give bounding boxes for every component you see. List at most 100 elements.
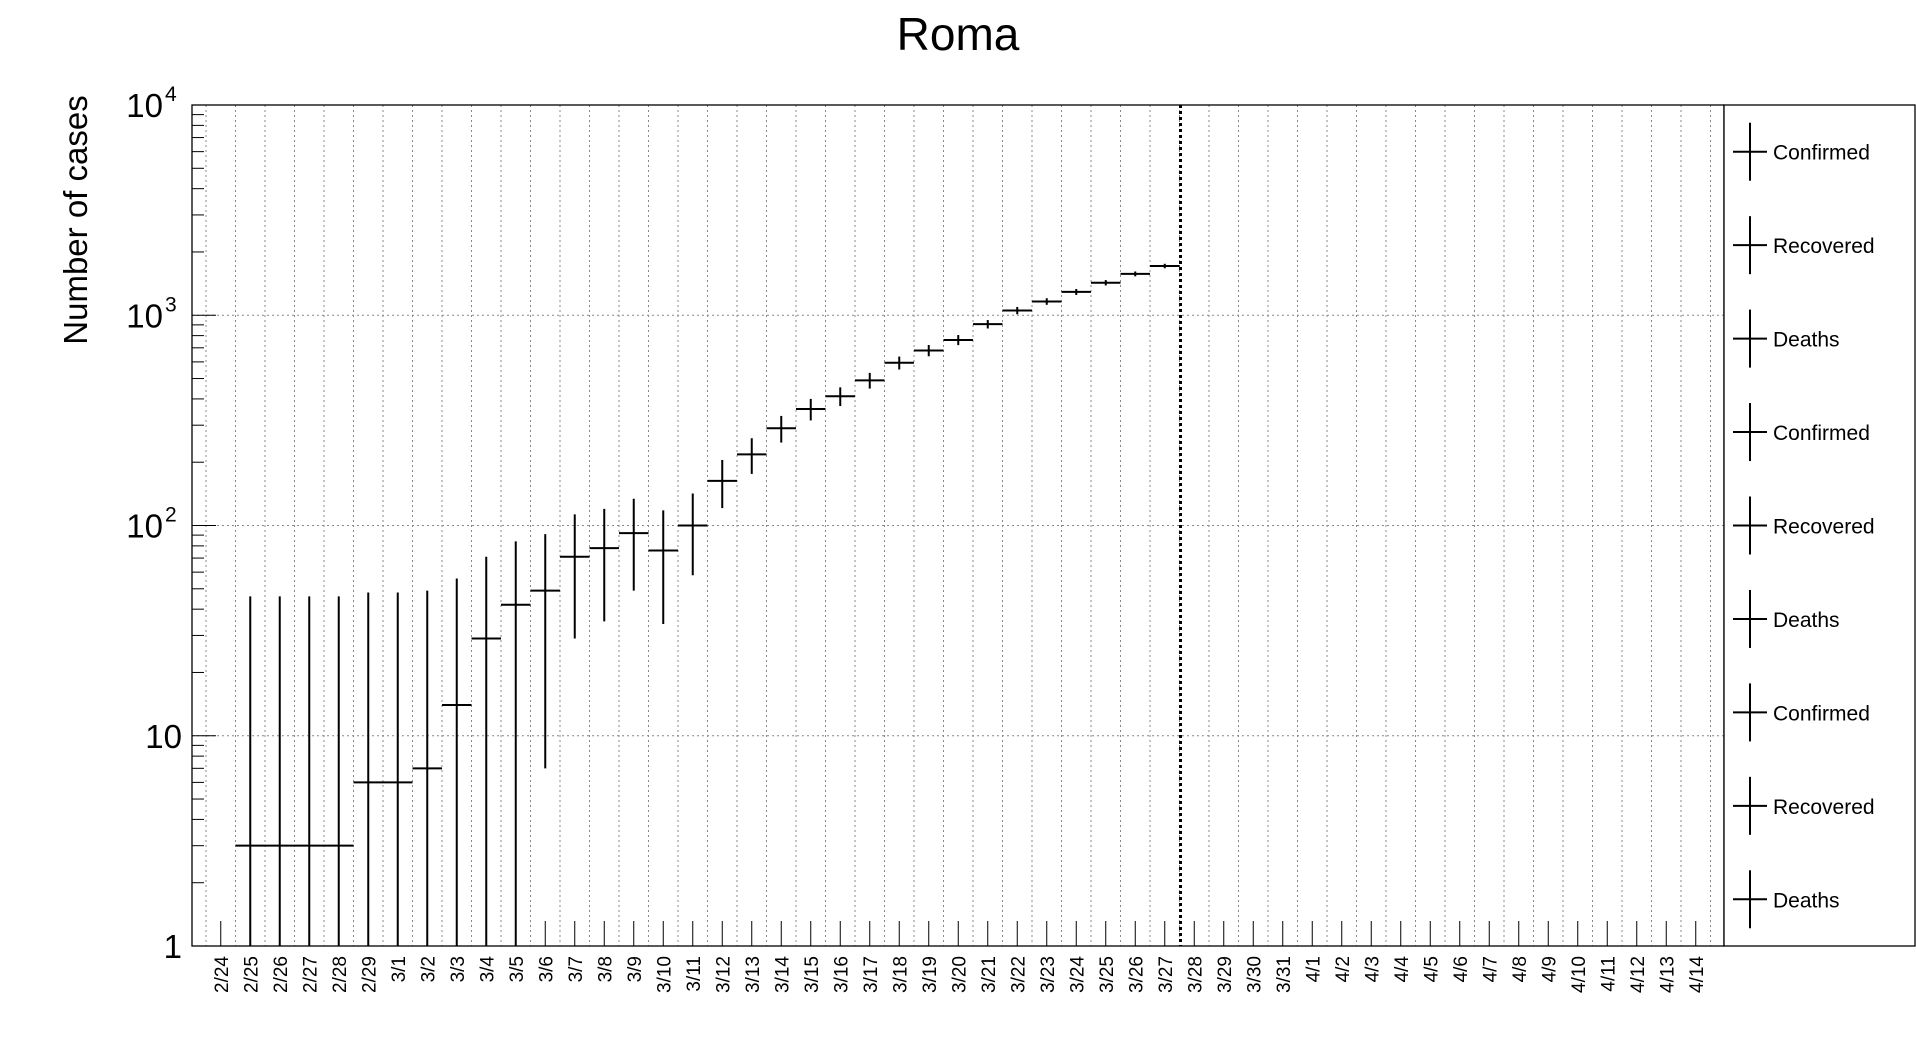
x-tick-label: 3/25 — [1097, 956, 1118, 993]
y-axis-label: Number of cases — [57, 95, 94, 344]
data-point — [383, 592, 413, 946]
y-tick-exponent: 2 — [165, 504, 177, 527]
data-point — [619, 498, 649, 591]
x-tick-label: 3/19 — [920, 956, 941, 993]
data-point — [294, 596, 324, 946]
x-tick-label: 4/12 — [1628, 956, 1649, 993]
data-point — [471, 556, 501, 946]
x-tick-label: 4/5 — [1421, 956, 1442, 982]
legend-entry: Recovered — [1733, 776, 1875, 835]
x-tick-label: 3/11 — [684, 956, 705, 992]
x-tick-label: 3/23 — [1038, 956, 1059, 993]
data-point — [648, 510, 678, 625]
x-tick-label: 3/27 — [1156, 956, 1177, 993]
data-point — [589, 508, 619, 622]
x-tick-label: 4/8 — [1510, 956, 1531, 982]
x-tick-label: 4/1 — [1303, 956, 1324, 982]
x-tick-label: 3/24 — [1067, 956, 1088, 993]
x-tick-label: 3/17 — [861, 956, 882, 993]
data-point — [353, 592, 383, 946]
confirmed-series — [235, 263, 1180, 946]
y-tick-exponent: 3 — [165, 293, 177, 316]
x-tick-label: 4/3 — [1362, 956, 1383, 982]
plot-grid — [192, 104, 1724, 947]
x-tick-label: 3/14 — [772, 956, 793, 993]
x-tick-label: 4/2 — [1333, 956, 1354, 982]
legend-label: Deaths — [1773, 609, 1840, 632]
data-point — [1120, 271, 1150, 277]
chart-title: Roma — [897, 8, 1020, 60]
data-point — [707, 459, 737, 509]
x-tick-label: 3/5 — [507, 956, 528, 982]
x-tick-label: 3/1 — [389, 956, 410, 982]
x-tick-label: 2/28 — [330, 956, 351, 993]
legend-label: Confirmed — [1773, 422, 1870, 445]
data-point — [973, 320, 1003, 329]
x-tick-label: 3/2 — [418, 956, 439, 982]
legend-label: Confirmed — [1773, 702, 1870, 725]
x-tick-label: 3/4 — [477, 956, 498, 983]
x-tick-label: 3/3 — [448, 956, 469, 982]
legend-entry: Deaths — [1733, 870, 1840, 929]
data-point — [560, 514, 590, 639]
x-tick-label: 3/9 — [625, 956, 646, 982]
x-tick-label: 4/7 — [1480, 956, 1501, 982]
x-tick-label: 3/28 — [1185, 956, 1206, 993]
data-point — [1150, 263, 1180, 269]
y-tick-label: 10 — [126, 297, 163, 334]
y-tick-label: 10 — [126, 87, 163, 124]
x-axis: 2/24 2/25 2/26 2/27 2/28 2/29 3/1 3/2 3/3 3/4 3/5 3… — [212, 921, 1708, 993]
data-point — [501, 541, 531, 946]
x-tick-label: 3/8 — [595, 956, 616, 982]
legend-label: Recovered — [1773, 235, 1875, 258]
data-point — [884, 356, 914, 370]
x-tick-label: 2/29 — [359, 956, 380, 993]
data-point — [442, 578, 472, 946]
x-tick-label: 4/9 — [1539, 956, 1560, 982]
x-tick-label: 3/30 — [1244, 956, 1265, 993]
x-tick-label: 3/26 — [1126, 956, 1147, 993]
legend-entry: Confirmed — [1733, 403, 1870, 462]
x-tick-label: 3/15 — [802, 956, 823, 993]
x-tick-label: 4/4 — [1392, 956, 1413, 983]
data-point — [766, 415, 796, 443]
x-tick-label: 2/27 — [300, 956, 321, 993]
x-tick-label: 3/20 — [949, 956, 970, 993]
data-point — [1061, 289, 1091, 295]
x-tick-label: 3/10 — [654, 956, 675, 993]
x-tick-label: 2/26 — [271, 956, 292, 993]
x-tick-label: 4/13 — [1657, 956, 1678, 993]
data-point — [324, 596, 354, 946]
legend-label: Recovered — [1773, 516, 1875, 539]
data-point — [678, 493, 708, 576]
x-tick-label: 3/21 — [979, 956, 1000, 993]
x-tick-label: 3/18 — [890, 956, 911, 993]
data-point — [412, 590, 442, 946]
x-tick-label: 3/29 — [1215, 956, 1236, 993]
legend-entry: Confirmed — [1733, 683, 1870, 742]
data-point — [825, 387, 855, 407]
x-tick-label: 3/31 — [1274, 956, 1295, 993]
data-point — [530, 534, 560, 769]
x-tick-label: 3/6 — [536, 956, 557, 982]
y-tick-exponent: 4 — [165, 83, 177, 106]
x-tick-label: 3/7 — [566, 956, 587, 982]
legend-label: Confirmed — [1773, 142, 1870, 165]
x-tick-label: 4/6 — [1451, 956, 1472, 982]
data-point — [796, 398, 826, 421]
x-tick-label: 4/14 — [1687, 956, 1708, 993]
data-point — [1091, 280, 1121, 286]
legend-entry: Recovered — [1733, 496, 1875, 555]
legend-entry: Recovered — [1733, 216, 1875, 275]
data-point — [235, 596, 265, 946]
legend-label: Deaths — [1773, 889, 1840, 912]
legend-entry: Confirmed — [1733, 122, 1870, 181]
data-point — [265, 596, 295, 946]
x-tick-label: 2/25 — [241, 956, 262, 993]
legend-label: Deaths — [1773, 329, 1840, 352]
x-tick-label: 4/10 — [1569, 956, 1590, 993]
data-point — [943, 335, 973, 346]
legend: Confirmed Recovered Deaths Confirmed Recover… — [1733, 122, 1875, 929]
